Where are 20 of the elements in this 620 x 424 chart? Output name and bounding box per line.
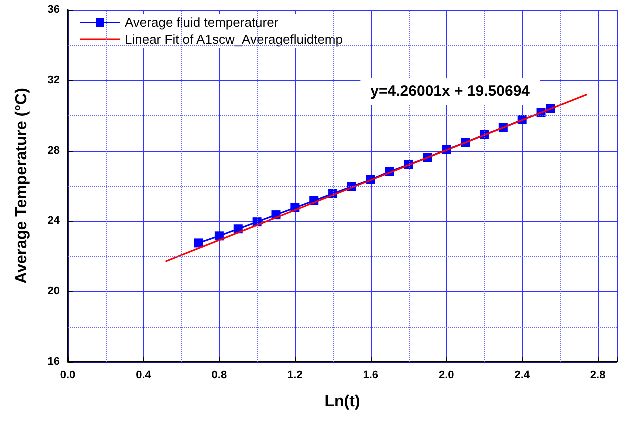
x-tick-label: 0.4 [136, 370, 152, 382]
x-tick-label: 1.2 [288, 370, 303, 382]
x-tick-label: 2.4 [514, 370, 531, 382]
x-tick-label: 1.6 [363, 370, 379, 382]
annotation: y=4.26001x + 19.50694 [370, 83, 531, 100]
y-tick-label: 32 [48, 74, 60, 86]
point [194, 238, 204, 248]
x-tick-label: 2.0 [438, 370, 454, 382]
y-tick-label: 24 [48, 215, 61, 228]
x-tick-label: 0.0 [60, 370, 76, 382]
y-tick-label: 16 [48, 356, 60, 368]
x-tick-label: 2.8 [590, 370, 606, 382]
x-axis-title: Ln(t) [324, 394, 360, 410]
y-axis-title: Average Temperature (°C) [14, 88, 30, 284]
x-tick-label: 0.8 [212, 370, 228, 382]
y-tick-label: 36 [48, 4, 60, 16]
y-tick-label: 28 [48, 144, 60, 157]
legend-label: Average fluid temperaturer [125, 15, 280, 30]
legend-label: Linear Fit of A1scw_Averagefluidtemp [125, 32, 343, 47]
y-tick-label: 20 [48, 286, 60, 298]
